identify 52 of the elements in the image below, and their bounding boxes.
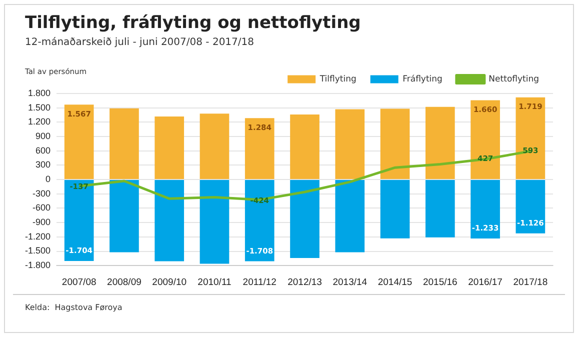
x-tick-label: 2013/14 bbox=[332, 276, 368, 288]
bar bbox=[380, 108, 410, 180]
x-tick-label: 2008/09 bbox=[107, 276, 142, 288]
x-tick-label: 2016/17 bbox=[468, 276, 502, 288]
x-tick-label: 2017/18 bbox=[513, 276, 548, 288]
bar bbox=[154, 180, 184, 262]
bar bbox=[470, 180, 500, 238]
bar bbox=[244, 118, 274, 180]
bar bbox=[110, 180, 139, 252]
y-tick-label: 900 bbox=[35, 131, 51, 142]
y-tick-label: -1.200 bbox=[24, 231, 51, 242]
bar bbox=[516, 97, 546, 180]
y-tick-label: 1.200 bbox=[28, 116, 51, 127]
x-tick-label: 2011/12 bbox=[242, 276, 276, 288]
bar bbox=[335, 180, 365, 252]
bar bbox=[470, 100, 500, 180]
bar bbox=[380, 180, 410, 238]
x-tick-label: 2007/08 bbox=[62, 276, 96, 288]
bar bbox=[244, 180, 274, 262]
y-tick-label: 300 bbox=[35, 160, 51, 170]
bar bbox=[425, 106, 455, 180]
y-tick-label: -1.500 bbox=[24, 246, 51, 256]
bar bbox=[154, 116, 184, 180]
bar bbox=[335, 109, 365, 180]
x-tick-label: 2014/15 bbox=[378, 276, 412, 288]
x-tick-label: 2015/16 bbox=[422, 276, 458, 288]
bar bbox=[290, 114, 320, 180]
y-tick-label: -900 bbox=[32, 217, 51, 228]
bar bbox=[516, 180, 546, 234]
bar bbox=[200, 114, 230, 180]
bar bbox=[64, 180, 94, 262]
chart-subtitle: 12-mánaðarskeið juli - juni 2007/08 - 2017/18 bbox=[25, 37, 254, 48]
legend-label: Nettoflyting bbox=[488, 74, 540, 84]
y-tick-label: -600 bbox=[32, 202, 51, 213]
bar bbox=[200, 180, 230, 264]
y-tick-label: 600 bbox=[35, 145, 51, 156]
y-tick-label: -1.800 bbox=[24, 260, 51, 270]
x-tick-label: 2009/10 bbox=[152, 276, 187, 288]
x-tick-label: 2010/11 bbox=[198, 276, 232, 288]
bar bbox=[425, 180, 455, 238]
legend-label: Fráflyting bbox=[402, 74, 442, 84]
y-tick-label: 1.800 bbox=[28, 88, 51, 98]
x-tick-label: 2012/13 bbox=[288, 276, 322, 288]
y-tick-label: -300 bbox=[32, 188, 51, 198]
legend-label: Tilflyting bbox=[318, 74, 356, 84]
y-tick-label: 1.500 bbox=[28, 102, 51, 112]
chart-title: Tilflyting, fráflyting og nettoflyting bbox=[25, 13, 361, 33]
bar bbox=[110, 108, 139, 180]
bar bbox=[290, 180, 320, 258]
bar bbox=[64, 104, 94, 180]
text: Kelda: Hagstova Føroya bbox=[25, 303, 122, 312]
y-tick-label: 0 bbox=[46, 174, 51, 184]
